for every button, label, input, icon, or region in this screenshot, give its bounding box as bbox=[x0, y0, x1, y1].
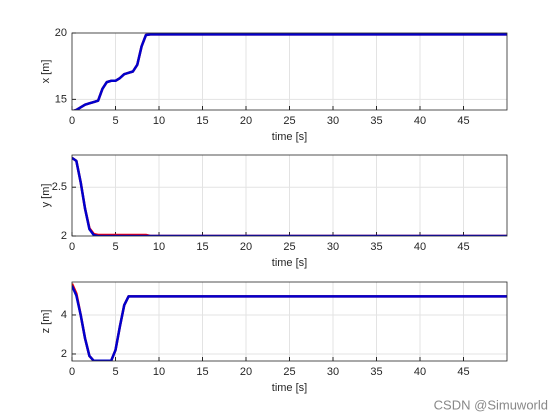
x-tick-label: 0 bbox=[69, 366, 75, 378]
x-tick-label: 0 bbox=[69, 115, 75, 127]
subplot: 0 5 10 15 20 25 30 35 40 45 15 20 time [s] x [m] bbox=[40, 27, 508, 143]
y-axis-label: x [m] bbox=[40, 60, 52, 84]
x-axis-label: time [s] bbox=[272, 382, 307, 394]
x-tick-label: 10 bbox=[153, 241, 165, 253]
x-tick-label: 25 bbox=[283, 115, 295, 127]
y-tick-label: 15 bbox=[55, 93, 67, 105]
x-tick-label: 40 bbox=[414, 366, 426, 378]
y-tick-label: 2 bbox=[61, 230, 67, 242]
x-tick-label: 5 bbox=[112, 241, 118, 253]
x-tick-label: 15 bbox=[196, 115, 208, 127]
x-tick-label: 15 bbox=[196, 241, 208, 253]
x-axis-label: time [s] bbox=[272, 257, 307, 269]
subplot: 0 5 10 15 20 25 30 35 40 45 2 4 time [s] z [m] bbox=[40, 281, 508, 394]
axes-frame bbox=[71, 281, 508, 362]
y-axis-label: z [m] bbox=[40, 310, 52, 334]
series-line bbox=[72, 285, 507, 361]
axes-frame bbox=[71, 154, 508, 237]
x-tick-label: 0 bbox=[69, 241, 75, 253]
x-tick-label: 45 bbox=[457, 366, 469, 378]
x-tick-label: 20 bbox=[240, 115, 252, 127]
x-tick-label: 10 bbox=[153, 115, 165, 127]
x-tick-label: 25 bbox=[283, 366, 295, 378]
x-tick-label: 45 bbox=[457, 115, 469, 127]
x-tick-label: 35 bbox=[370, 115, 382, 127]
x-tick-label: 5 bbox=[112, 115, 118, 127]
x-tick-label: 25 bbox=[283, 241, 295, 253]
y-tick-label: 20 bbox=[55, 27, 67, 39]
y-tick-label: 4 bbox=[61, 309, 67, 321]
x-tick-label: 20 bbox=[240, 366, 252, 378]
x-tick-label: 45 bbox=[457, 241, 469, 253]
x-tick-label: 20 bbox=[240, 241, 252, 253]
series-line bbox=[72, 33, 507, 110]
x-tick-label: 40 bbox=[414, 115, 426, 127]
x-tick-label: 5 bbox=[112, 366, 118, 378]
x-tick-label: 35 bbox=[370, 241, 382, 253]
y-tick-label: 2.5 bbox=[52, 181, 67, 193]
subplot: 0 5 10 15 20 25 30 35 40 45 2 2.5 time [s] y [m] bbox=[40, 154, 508, 269]
y-tick-label: 2 bbox=[61, 348, 67, 360]
x-tick-label: 30 bbox=[327, 241, 339, 253]
x-tick-label: 30 bbox=[327, 366, 339, 378]
x-tick-label: 10 bbox=[153, 366, 165, 378]
x-tick-label: 40 bbox=[414, 241, 426, 253]
x-axis-label: time [s] bbox=[272, 131, 307, 143]
axes-frame bbox=[71, 32, 508, 111]
x-tick-label: 35 bbox=[370, 366, 382, 378]
y-axis-label: y [m] bbox=[40, 184, 52, 208]
series-line bbox=[72, 156, 507, 236]
x-tick-label: 30 bbox=[327, 115, 339, 127]
watermark: CSDN @Simuworld bbox=[434, 397, 548, 412]
x-tick-label: 15 bbox=[196, 366, 208, 378]
